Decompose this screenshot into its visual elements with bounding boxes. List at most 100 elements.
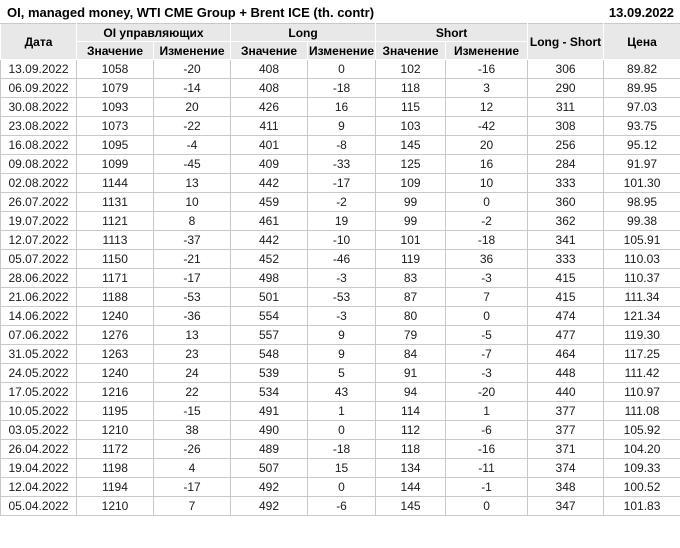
table-row: 05.07.2022 1150 -21 452 -46 119 36 333 110.03 bbox=[0, 249, 680, 269]
oi-value-cell: 1095 bbox=[76, 135, 154, 155]
oi-change-cell: 22 bbox=[152, 382, 232, 402]
col-header-date: Дата bbox=[0, 23, 77, 60]
price-cell: 99.38 bbox=[603, 211, 680, 231]
oi-change-cell: 20 bbox=[152, 97, 232, 117]
long-change-cell: -33 bbox=[307, 154, 377, 174]
net-cell: 256 bbox=[527, 135, 605, 155]
short-change-cell: -18 bbox=[445, 230, 529, 250]
long-value-cell: 507 bbox=[230, 458, 309, 478]
col-header-oi-group: OI управляющих bbox=[75, 23, 232, 42]
long-change-cell: 9 bbox=[307, 116, 377, 136]
oi-value-cell: 1131 bbox=[76, 192, 154, 212]
short-value-cell: 99 bbox=[375, 192, 447, 212]
long-value-cell: 498 bbox=[230, 268, 309, 288]
date-cell: 09.08.2022 bbox=[0, 154, 77, 174]
long-change-cell: 0 bbox=[307, 420, 377, 440]
long-change-cell: -53 bbox=[307, 287, 377, 307]
short-change-cell: -1 bbox=[445, 477, 529, 497]
table-row: 10.05.2022 1195 -15 491 1 114 1 377 111.08 bbox=[0, 401, 680, 421]
short-change-cell: -6 bbox=[445, 420, 529, 440]
oi-value-cell: 1150 bbox=[76, 249, 154, 269]
long-change-cell: 9 bbox=[307, 325, 377, 345]
long-change-cell: 16 bbox=[307, 97, 377, 117]
price-cell: 109.33 bbox=[603, 458, 680, 478]
price-cell: 105.91 bbox=[603, 230, 680, 250]
table-row: 03.05.2022 1210 38 490 0 112 -6 377 105.92 bbox=[0, 420, 680, 440]
oi-value-cell: 1172 bbox=[76, 439, 154, 459]
long-value-cell: 442 bbox=[230, 230, 309, 250]
long-change-cell: 0 bbox=[307, 59, 377, 79]
short-change-cell: 20 bbox=[445, 135, 529, 155]
net-cell: 474 bbox=[527, 306, 605, 326]
oi-value-cell: 1195 bbox=[76, 401, 154, 421]
title-bar: OI, managed money, WTI CME Group + Brent… bbox=[0, 0, 680, 23]
table-row: 16.08.2022 1095 -4 401 -8 145 20 256 95.12 bbox=[0, 135, 680, 155]
long-change-cell: 0 bbox=[307, 477, 377, 497]
date-cell: 05.07.2022 bbox=[0, 249, 77, 269]
net-cell: 333 bbox=[527, 249, 605, 269]
oi-value-cell: 1099 bbox=[76, 154, 154, 174]
oi-value-cell: 1198 bbox=[76, 458, 154, 478]
header-row-sub: Значение Изменение Значение Изменение Зн… bbox=[1, 41, 680, 60]
date-cell: 23.08.2022 bbox=[0, 116, 77, 136]
net-cell: 290 bbox=[527, 78, 605, 98]
short-value-cell: 91 bbox=[375, 363, 447, 383]
net-cell: 284 bbox=[527, 154, 605, 174]
date-cell: 31.05.2022 bbox=[0, 344, 77, 364]
long-change-cell: -6 bbox=[307, 496, 377, 516]
net-cell: 377 bbox=[527, 420, 605, 440]
oi-value-cell: 1194 bbox=[76, 477, 154, 497]
long-change-cell: -18 bbox=[307, 78, 377, 98]
price-cell: 110.97 bbox=[603, 382, 680, 402]
short-change-cell: 36 bbox=[445, 249, 529, 269]
date-cell: 14.06.2022 bbox=[0, 306, 77, 326]
date-cell: 07.06.2022 bbox=[0, 325, 77, 345]
net-cell: 377 bbox=[527, 401, 605, 421]
col-header-oi-value: Значение bbox=[76, 41, 154, 60]
net-cell: 464 bbox=[527, 344, 605, 364]
short-value-cell: 115 bbox=[375, 97, 447, 117]
short-change-cell: -3 bbox=[445, 363, 529, 383]
table-row: 14.06.2022 1240 -36 554 -3 80 0 474 121.34 bbox=[0, 306, 680, 326]
short-change-cell: 3 bbox=[445, 78, 529, 98]
oi-change-cell: 38 bbox=[152, 420, 232, 440]
short-change-cell: 12 bbox=[445, 97, 529, 117]
oi-value-cell: 1079 bbox=[76, 78, 154, 98]
price-cell: 119.30 bbox=[603, 325, 680, 345]
oi-change-cell: -37 bbox=[152, 230, 232, 250]
long-value-cell: 426 bbox=[230, 97, 309, 117]
short-change-cell: -7 bbox=[445, 344, 529, 364]
short-value-cell: 94 bbox=[375, 382, 447, 402]
short-change-cell: -20 bbox=[445, 382, 529, 402]
date-cell: 10.05.2022 bbox=[0, 401, 77, 421]
oi-change-cell: -36 bbox=[152, 306, 232, 326]
oi-change-cell: -26 bbox=[152, 439, 232, 459]
oi-change-cell: -20 bbox=[152, 59, 232, 79]
oi-value-cell: 1093 bbox=[76, 97, 154, 117]
long-change-cell: -17 bbox=[307, 173, 377, 193]
table-row: 07.06.2022 1276 13 557 9 79 -5 477 119.30 bbox=[0, 325, 680, 345]
short-change-cell: 16 bbox=[445, 154, 529, 174]
oi-value-cell: 1240 bbox=[76, 363, 154, 383]
price-cell: 110.03 bbox=[603, 249, 680, 269]
date-cell: 19.04.2022 bbox=[0, 458, 77, 478]
short-change-cell: 10 bbox=[445, 173, 529, 193]
long-value-cell: 489 bbox=[230, 439, 309, 459]
long-value-cell: 452 bbox=[230, 249, 309, 269]
net-cell: 362 bbox=[527, 211, 605, 231]
long-value-cell: 492 bbox=[230, 496, 309, 516]
long-value-cell: 442 bbox=[230, 173, 309, 193]
date-cell: 12.07.2022 bbox=[0, 230, 77, 250]
long-value-cell: 491 bbox=[230, 401, 309, 421]
table-row: 12.07.2022 1113 -37 442 -10 101 -18 341 105.91 bbox=[0, 230, 680, 250]
short-value-cell: 101 bbox=[375, 230, 447, 250]
oi-change-cell: -17 bbox=[152, 477, 232, 497]
table-row: 09.08.2022 1099 -45 409 -33 125 16 284 91.97 bbox=[0, 154, 680, 174]
oi-change-cell: -21 bbox=[152, 249, 232, 269]
oi-change-cell: 13 bbox=[152, 325, 232, 345]
price-cell: 104.20 bbox=[603, 439, 680, 459]
long-change-cell: -18 bbox=[307, 439, 377, 459]
short-value-cell: 84 bbox=[375, 344, 447, 364]
long-change-cell: 15 bbox=[307, 458, 377, 478]
net-cell: 347 bbox=[527, 496, 605, 516]
